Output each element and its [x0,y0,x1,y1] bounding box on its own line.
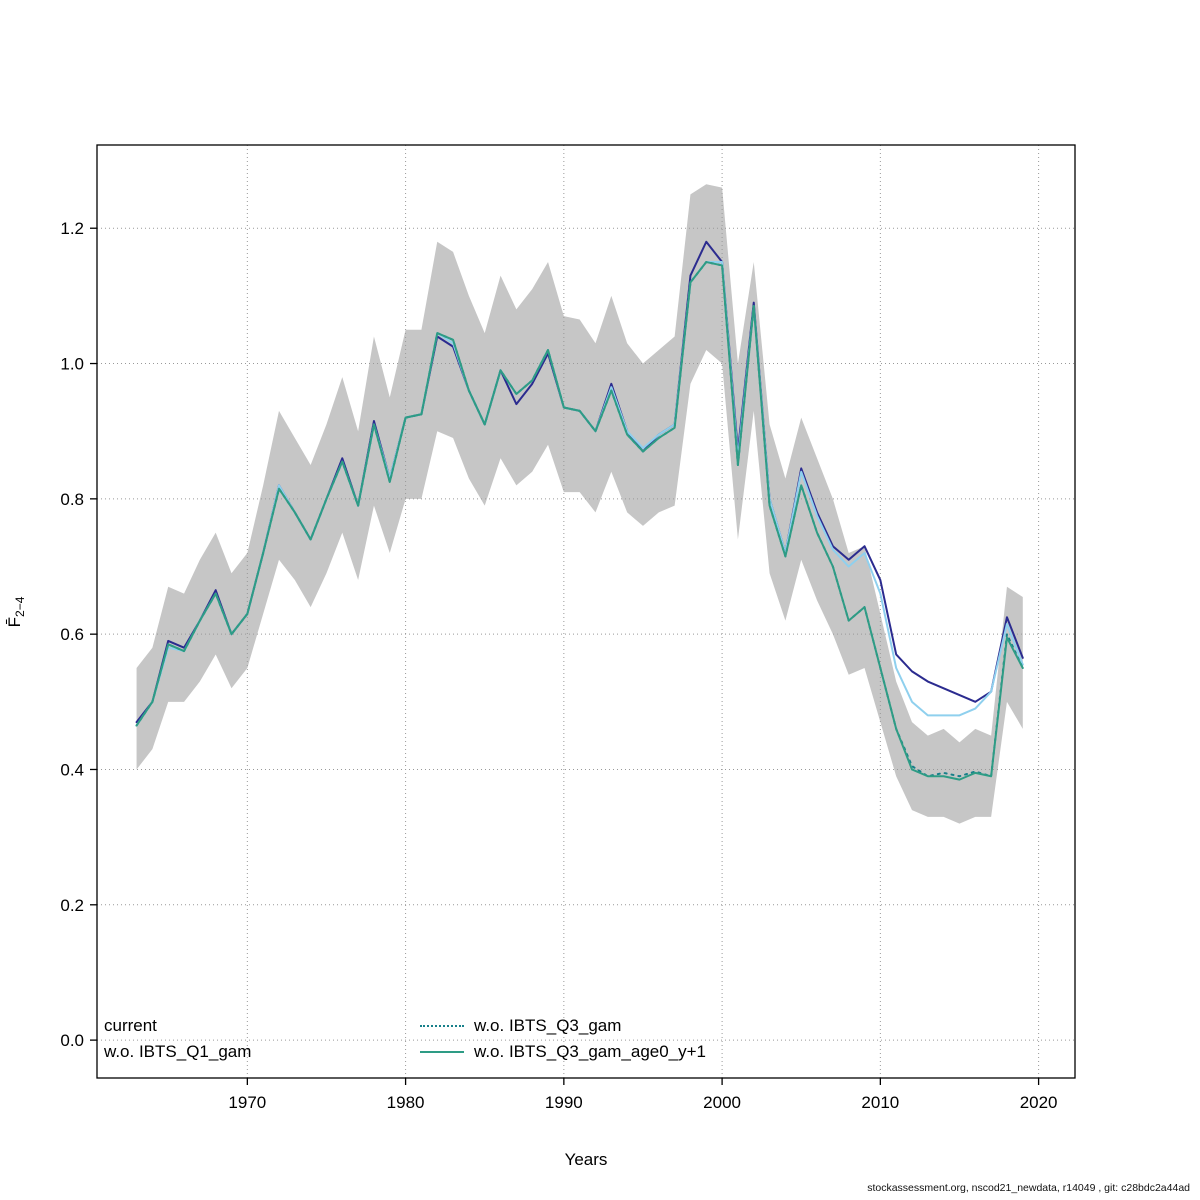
svg-text:0.4: 0.4 [60,760,84,779]
legend-label-wo-ibts-q3-gam-age0: w.o. IBTS_Q3_gam_age0_y+1 [474,1042,707,1061]
solid-line-swatch [420,1051,464,1053]
legend-item-wo-ibts-q3-gam-age0: w.o. IBTS_Q3_gam_age0_y+1 [420,1040,706,1064]
svg-text:2010: 2010 [861,1093,899,1112]
svg-text:0.8: 0.8 [60,490,84,509]
svg-text:1990: 1990 [545,1093,583,1112]
y-axis-label: F̄2−4 [5,597,27,628]
legend-column-right: w.o. IBTS_Q3_gam w.o. IBTS_Q3_gam_age0_y… [420,1014,706,1064]
svg-text:1.2: 1.2 [60,219,84,238]
svg-text:1980: 1980 [387,1093,425,1112]
legend-item-wo-ibts-q1-gam: w.o. IBTS_Q1_gam [104,1040,420,1064]
legend-item-current: current [104,1014,420,1038]
y-axis-label-subscript: 2−4 [13,596,28,617]
legend-column-left: current w.o. IBTS_Q1_gam [104,1014,420,1064]
legend-item-wo-ibts-q3-gam: w.o. IBTS_Q3_gam [420,1014,706,1038]
legend-label-wo-ibts-q3-gam: w.o. IBTS_Q3_gam [474,1016,622,1035]
legend-label-current: current [104,1016,157,1035]
svg-text:0.0: 0.0 [60,1031,84,1050]
svg-text:2020: 2020 [1020,1093,1058,1112]
svg-text:2000: 2000 [703,1093,741,1112]
svg-text:0.2: 0.2 [60,896,84,915]
x-axis-label: Years [564,1150,608,1169]
legend: current w.o. IBTS_Q1_gam w.o. IBTS_Q3_ga… [104,1014,706,1064]
footer-citation: stockassessment.org, nscod21_newdata, r1… [867,1182,1190,1194]
dotted-line-swatch [420,1025,464,1027]
legend-label-wo-ibts-q1-gam: w.o. IBTS_Q1_gam [104,1042,252,1061]
svg-text:0.6: 0.6 [60,625,84,644]
y-axis-label-main: F̄ [4,616,24,628]
svg-text:1.0: 1.0 [60,355,84,374]
svg-text:1970: 1970 [228,1093,266,1112]
